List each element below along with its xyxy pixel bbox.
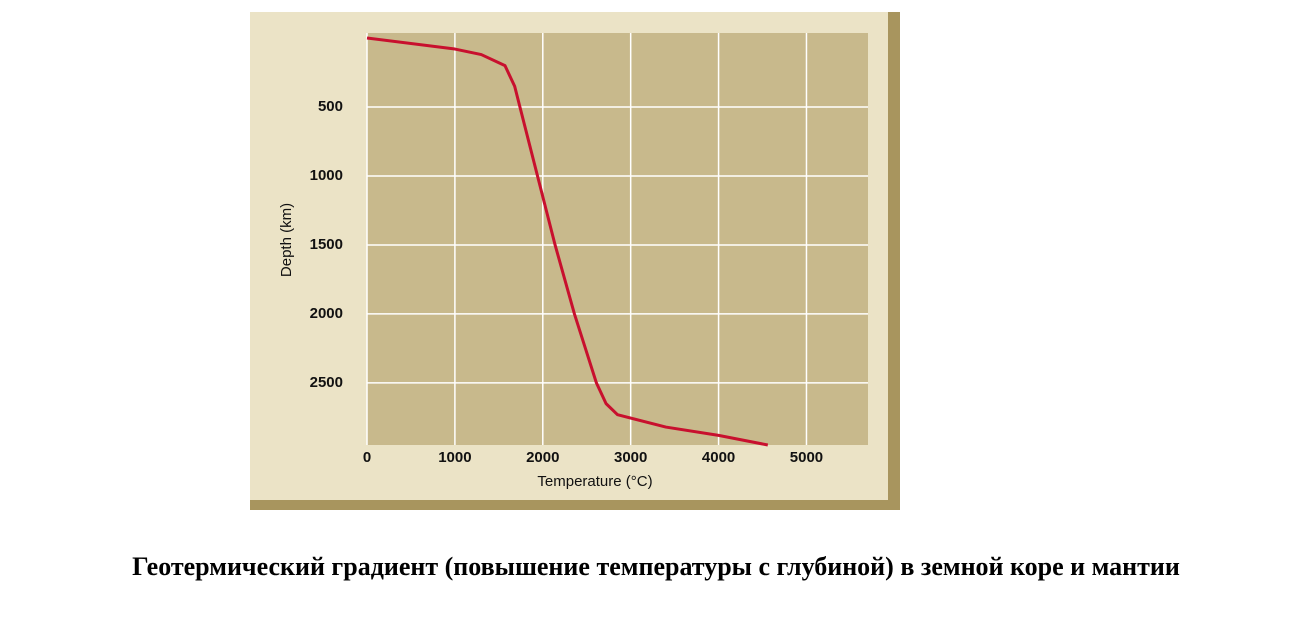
x-tick-label: 1000 [438,449,471,466]
y-tick-label: 1500 [310,236,343,253]
caption: Геотермический градиент (повышение темпе… [132,552,1180,581]
x-tick-label: 0 [363,449,371,466]
x-tick-label: 2000 [526,449,559,466]
y-tick-label: 500 [318,98,343,115]
y-tick-label: 2500 [310,374,343,391]
plot-area [367,33,868,445]
line [366,36,769,447]
y-tick-label: 2000 [310,305,343,322]
chart: Temperature (°C) Depth (km) 0 1000 2000 300… [250,12,900,510]
x-tick-label: 3000 [614,449,647,466]
x-tick-label: 5000 [790,449,823,466]
y-axis-label: Depth (km) [278,203,295,277]
x-axis-label: Temperature (°C) [537,473,652,490]
x-tick-label: 4000 [702,449,735,466]
y-tick-label: 1000 [310,167,343,184]
